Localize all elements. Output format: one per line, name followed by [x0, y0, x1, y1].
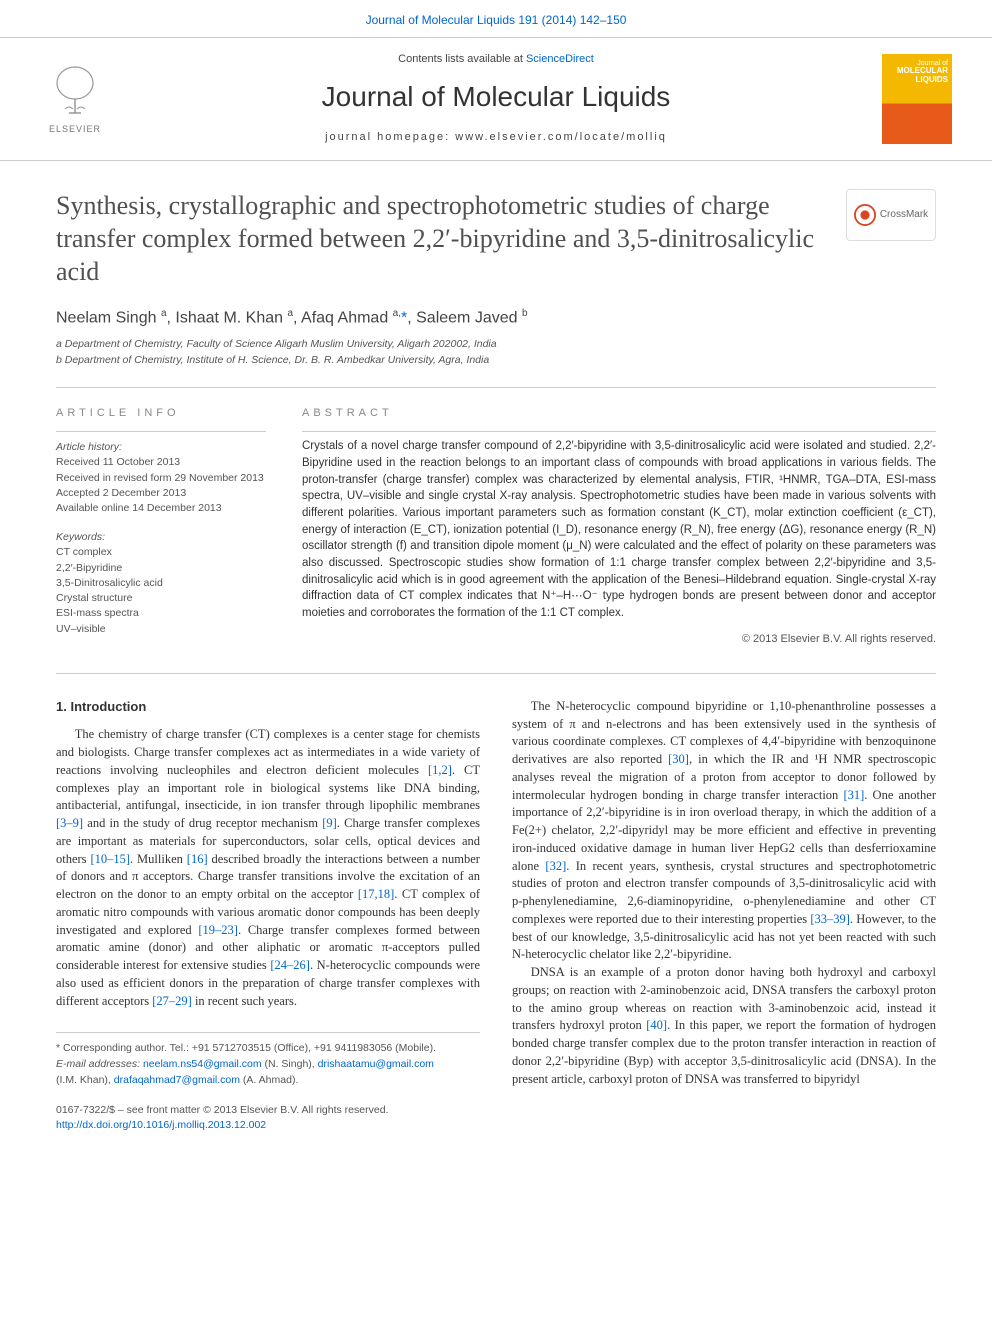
keyword-6: UV–visible — [56, 622, 266, 637]
history-label: Article history: — [56, 440, 266, 455]
intro-para-2: The N-heterocyclic compound bipyridine o… — [512, 698, 936, 964]
journal-cover-thumbnail: Journal of MOLECULAR LIQUIDS — [882, 54, 952, 144]
crossmark-label: CrossMark — [880, 208, 928, 222]
ref-link[interactable]: [16] — [187, 852, 208, 866]
article-info-column: ARTICLE INFO Article history: Received 1… — [56, 406, 266, 647]
abstract-heading: ABSTRACT — [302, 406, 936, 421]
top-citation-link[interactable]: Journal of Molecular Liquids 191 (2014) … — [366, 13, 627, 27]
affiliations: a Department of Chemistry, Faculty of Sc… — [56, 337, 936, 369]
crossmark-badge[interactable]: CrossMark — [846, 189, 936, 241]
ref-link[interactable]: [27–29] — [152, 994, 192, 1008]
corresponding-line: * Corresponding author. Tel.: +91 571270… — [56, 1041, 480, 1057]
divider-2 — [56, 673, 936, 674]
ref-link[interactable]: [17,18] — [358, 887, 394, 901]
email-2-who: (I.M. Khan), — [56, 1074, 114, 1086]
body-two-column: 1. Introduction The chemistry of charge … — [56, 698, 936, 1134]
history-block: Article history: Received 11 October 201… — [56, 440, 266, 516]
contents-line: Contents lists available at ScienceDirec… — [130, 52, 862, 67]
keyword-2: 2,2′-Bipyridine — [56, 561, 266, 576]
ref-link[interactable]: [10–15] — [90, 852, 130, 866]
crossmark-icon — [854, 204, 876, 226]
divider — [56, 387, 936, 388]
authors-line: Neelam Singh a, Ishaat M. Khan a, Afaq A… — [56, 307, 936, 330]
masthead-center: Contents lists available at ScienceDirec… — [130, 52, 862, 146]
doi-line: http://dx.doi.org/10.1016/j.molliq.2013.… — [56, 1118, 480, 1134]
history-online: Available online 14 December 2013 — [56, 501, 266, 516]
email-2-link[interactable]: drishaatamu@gmail.com — [318, 1058, 434, 1070]
email-1-link[interactable]: neelam.ns54@gmail.com — [143, 1058, 262, 1070]
publisher-name: ELSEVIER — [49, 123, 101, 136]
ref-link[interactable]: [32] — [545, 859, 566, 873]
keyword-4: Crystal structure — [56, 591, 266, 606]
top-citation: Journal of Molecular Liquids 191 (2014) … — [0, 0, 992, 37]
affiliation-a: a Department of Chemistry, Faculty of Sc… — [56, 337, 936, 353]
title-row: Synthesis, crystallographic and spectrop… — [56, 189, 936, 289]
info-divider — [56, 431, 266, 432]
article-title: Synthesis, crystallographic and spectrop… — [56, 189, 826, 289]
history-revised: Received in revised form 29 November 201… — [56, 471, 266, 486]
contents-prefix: Contents lists available at — [398, 53, 526, 65]
corresponding-footer: * Corresponding author. Tel.: +91 571270… — [56, 1032, 480, 1134]
cover-title-text: MOLECULAR LIQUIDS — [886, 67, 948, 85]
ref-link[interactable]: [3–9] — [56, 816, 83, 830]
history-accepted: Accepted 2 December 2013 — [56, 486, 266, 501]
intro-para-1: The chemistry of charge transfer (CT) co… — [56, 726, 480, 1010]
issn-line: 0167-7322/$ – see front matter © 2013 El… — [56, 1103, 480, 1119]
elsevier-tree-icon — [45, 61, 105, 121]
keywords-block: Keywords: CT complex 2,2′-Bipyridine 3,5… — [56, 530, 266, 637]
email-3-link[interactable]: drafaqahmad7@gmail.com — [114, 1074, 240, 1086]
ref-link[interactable]: [24–26] — [270, 958, 310, 972]
emails-line: E-mail addresses: neelam.ns54@gmail.com … — [56, 1057, 480, 1073]
keyword-5: ESI-mass spectra — [56, 606, 266, 621]
ref-link[interactable]: [40] — [646, 1018, 667, 1032]
history-received: Received 11 October 2013 — [56, 455, 266, 470]
ref-link[interactable]: [9] — [322, 816, 337, 830]
abstract-divider — [302, 431, 936, 432]
ref-link[interactable]: [33–39] — [810, 912, 850, 926]
keywords-label: Keywords: — [56, 530, 266, 545]
section-1-heading: 1. Introduction — [56, 698, 480, 716]
journal-homepage: journal homepage: www.elsevier.com/locat… — [130, 130, 862, 145]
ref-link[interactable]: [1,2] — [428, 763, 452, 777]
body-column-left: 1. Introduction The chemistry of charge … — [56, 698, 480, 1134]
abstract-column: ABSTRACT Crystals of a novel charge tran… — [302, 406, 936, 647]
masthead: ELSEVIER Contents lists available at Sci… — [0, 37, 992, 161]
meta-row: ARTICLE INFO Article history: Received 1… — [56, 406, 936, 647]
article-info-heading: ARTICLE INFO — [56, 406, 266, 421]
doi-link[interactable]: http://dx.doi.org/10.1016/j.molliq.2013.… — [56, 1119, 266, 1131]
affiliation-b: b Department of Chemistry, Institute of … — [56, 353, 936, 369]
ref-link[interactable]: [30] — [668, 752, 689, 766]
abstract-copyright: © 2013 Elsevier B.V. All rights reserved… — [302, 632, 936, 647]
keyword-1: CT complex — [56, 545, 266, 560]
ref-link[interactable]: [31] — [843, 788, 864, 802]
abstract-text: Crystals of a novel charge transfer comp… — [302, 438, 936, 621]
journal-name: Journal of Molecular Liquids — [130, 77, 862, 116]
keyword-3: 3,5-Dinitrosalicylic acid — [56, 576, 266, 591]
email-3-who: (A. Ahmad). — [240, 1074, 298, 1086]
sciencedirect-link[interactable]: ScienceDirect — [526, 53, 594, 65]
ref-link[interactable]: [19–23] — [198, 923, 238, 937]
emails-label: E-mail addresses: — [56, 1058, 143, 1070]
emails-line-2: (I.M. Khan), drafaqahmad7@gmail.com (A. … — [56, 1073, 480, 1089]
publisher-logo: ELSEVIER — [40, 59, 110, 139]
article-body: Synthesis, crystallographic and spectrop… — [0, 161, 992, 1158]
body-column-right: The N-heterocyclic compound bipyridine o… — [512, 698, 936, 1134]
intro-para-3: DNSA is an example of a proton donor hav… — [512, 964, 936, 1088]
email-1-who: (N. Singh), — [262, 1058, 318, 1070]
